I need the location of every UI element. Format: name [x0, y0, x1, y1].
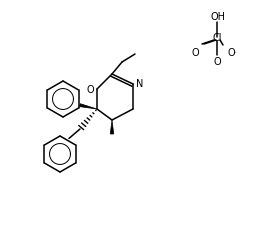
- Text: Cl: Cl: [212, 33, 222, 43]
- Text: ·: ·: [233, 48, 237, 58]
- Text: N: N: [136, 79, 144, 89]
- Text: O: O: [86, 85, 94, 95]
- Text: OH: OH: [211, 12, 225, 22]
- Polygon shape: [79, 104, 97, 109]
- Polygon shape: [110, 121, 114, 134]
- Text: O: O: [227, 48, 235, 58]
- Text: O: O: [191, 48, 199, 58]
- Text: O: O: [213, 57, 221, 67]
